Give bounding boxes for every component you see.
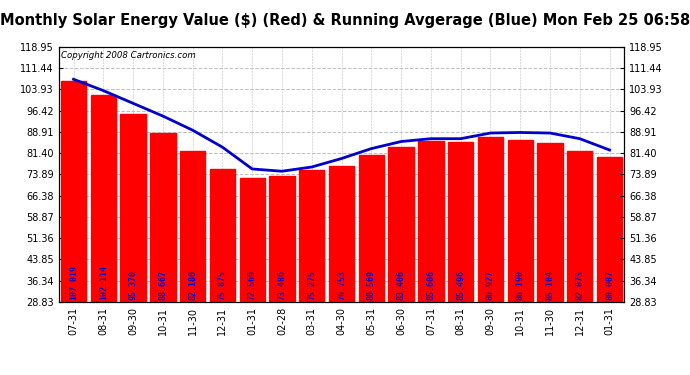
Text: 107.019: 107.019 [69,265,78,300]
Bar [477,138,503,302]
Bar [388,147,414,302]
Text: 85.104: 85.104 [546,270,555,300]
Text: Monthly Solar Energy Value ($) (Red) & Running Avgerage (Blue) Mon Feb 25 06:58: Monthly Solar Energy Value ($) (Red) & R… [0,13,690,28]
Text: 80.007: 80.007 [605,270,614,300]
Text: 102.114: 102.114 [99,265,108,300]
Text: 82.073: 82.073 [575,270,584,300]
Bar [567,151,593,302]
Text: 80.569: 80.569 [367,270,376,300]
Bar [508,140,533,302]
Text: 83.406: 83.406 [397,270,406,300]
Bar [597,157,622,302]
Text: 73.486: 73.486 [277,270,286,300]
Bar [121,114,146,302]
Text: 76.753: 76.753 [337,270,346,300]
Bar [61,81,86,302]
Text: 75.875: 75.875 [218,270,227,300]
Bar [299,171,324,302]
Bar [239,178,265,302]
Text: 72.569: 72.569 [248,270,257,300]
Text: 88.667: 88.667 [159,270,168,300]
Text: 95.370: 95.370 [128,270,137,300]
Bar [90,94,116,302]
Bar [448,141,473,302]
Text: Copyright 2008 Cartronics.com: Copyright 2008 Cartronics.com [61,51,196,60]
Bar [180,151,206,302]
Text: 86.190: 86.190 [515,270,524,300]
Bar [269,176,295,302]
Text: 82.180: 82.180 [188,270,197,300]
Bar [150,133,175,302]
Bar [329,166,354,302]
Bar [359,156,384,302]
Bar [210,169,235,302]
Bar [538,142,562,302]
Bar [418,141,444,302]
Text: 85.606: 85.606 [426,270,435,300]
Text: 86.927: 86.927 [486,270,495,300]
Text: 75.275: 75.275 [307,270,316,300]
Text: 85.496: 85.496 [456,270,465,300]
